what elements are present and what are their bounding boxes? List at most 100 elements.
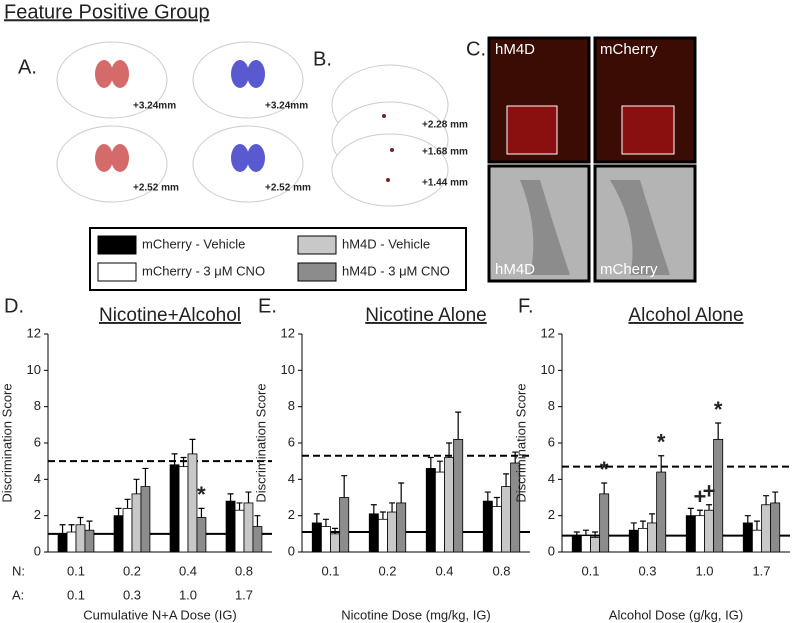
y-tick-label: 10: [541, 362, 555, 377]
error-bar: [658, 455, 665, 473]
error-bar: [493, 496, 500, 507]
error-bar: [389, 502, 396, 513]
level-label: +1.44 mm: [422, 178, 468, 189]
error-bar: [715, 422, 722, 440]
y-tick-label: 2: [548, 507, 555, 522]
error-bar: [573, 531, 580, 536]
legend-swatch: [297, 262, 337, 282]
row-label: A:: [12, 587, 24, 602]
bar: [501, 486, 512, 553]
error-bar: [427, 456, 434, 469]
bar: [628, 529, 639, 553]
x-axis-label: Nicotine Dose (mg/kg, IG): [341, 607, 491, 622]
bar: [694, 515, 705, 553]
significance-marker: *: [197, 482, 206, 507]
error-bar: [503, 473, 510, 487]
error-bar: [763, 495, 770, 505]
level-label: +2.52 mm: [265, 183, 311, 194]
bar: [704, 509, 715, 553]
bar: [84, 529, 95, 553]
bar: [368, 513, 379, 553]
bar: [685, 515, 696, 553]
x-tick-label: 0.1: [67, 587, 85, 602]
x-tick-label: 0.2: [123, 563, 141, 578]
panel-a-brains: [56, 41, 304, 203]
error-bar: [227, 493, 234, 502]
row-label: N:: [12, 563, 25, 578]
error-bar: [68, 524, 75, 533]
panel-label: B.: [313, 48, 332, 70]
y-axis-label: Discrimination Score: [253, 383, 268, 502]
error-bar: [142, 467, 149, 487]
error-bar: [379, 511, 386, 520]
error-bar: [398, 482, 405, 503]
bar: [196, 517, 207, 553]
error-bar: [245, 491, 252, 503]
bar: [656, 471, 667, 553]
bar: [761, 504, 772, 553]
level-label: +2.52 mm: [133, 183, 179, 194]
bar: [131, 493, 142, 553]
x-tick-label: 0.4: [435, 563, 453, 578]
error-bar: [198, 507, 205, 518]
y-tick-label: 8: [548, 398, 555, 413]
bar: [434, 471, 445, 553]
bar: [453, 438, 464, 553]
significance-marker: *: [600, 457, 609, 482]
bar: [482, 500, 493, 553]
x-tick-label: 0.1: [321, 563, 339, 578]
y-axis-label: Discrimination Score: [0, 383, 14, 502]
chart-title: Nicotine Alone: [365, 305, 486, 326]
error-bar: [639, 520, 646, 529]
legend-label: mCherry - 3 μM CNO: [142, 263, 265, 278]
y-tick-label: 12: [541, 325, 555, 340]
bar: [571, 535, 582, 553]
bar: [169, 464, 180, 553]
y-tick-label: 12: [281, 325, 295, 340]
chart-title: Nicotine+Alcohol: [99, 305, 241, 326]
y-tick-label: 4: [288, 471, 295, 486]
bar: [140, 486, 151, 553]
y-tick-label: 4: [34, 471, 41, 486]
error-bar: [322, 518, 329, 527]
legend-box: [89, 227, 467, 291]
error-bar: [124, 498, 131, 509]
bar: [66, 531, 77, 553]
error-bar: [171, 453, 178, 465]
bar: [178, 466, 189, 553]
bar: [252, 526, 263, 553]
x-tick-label: 1.7: [235, 587, 253, 602]
error-bar: [189, 438, 196, 454]
image-label: hM4D: [495, 41, 535, 58]
error-bar: [77, 516, 84, 525]
level-label: +3.24mm: [265, 101, 308, 112]
level-label: +2.28 mm: [422, 120, 468, 131]
error-bar: [601, 482, 608, 494]
significance-marker: +: [694, 484, 707, 509]
bar: [637, 527, 648, 553]
image-label: mCherry: [600, 261, 658, 278]
bar: [590, 537, 601, 553]
error-bar: [313, 513, 320, 523]
panel-label: A.: [18, 56, 37, 78]
bar: [396, 502, 407, 553]
x-tick-label: 0.8: [235, 563, 253, 578]
bar: [330, 533, 341, 553]
panel-label: D.: [4, 295, 24, 317]
x-tick-label: 1.0: [695, 563, 713, 578]
bar: [225, 500, 236, 553]
x-axis-label: Cumulative N+A Dose (IG): [83, 607, 237, 622]
bar: [599, 493, 610, 553]
bar: [387, 511, 398, 553]
bar: [770, 502, 781, 553]
bar: [320, 526, 331, 553]
x-tick-label: 0.1: [67, 563, 85, 578]
bar: [187, 453, 198, 553]
y-tick-label: 10: [27, 362, 41, 377]
error-bar: [630, 522, 637, 531]
bar: [377, 518, 388, 553]
y-tick-label: 2: [34, 507, 41, 522]
error-bar: [236, 502, 243, 511]
error-bar: [649, 513, 656, 523]
error-bar: [446, 442, 453, 458]
